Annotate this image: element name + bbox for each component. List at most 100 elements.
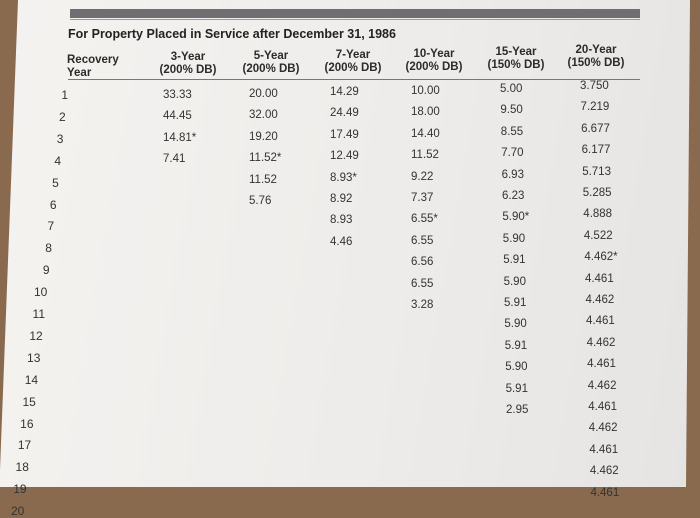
header-3yr: 3-Year (200% DB)	[150, 51, 226, 77]
table-cell-7yr: 4.46	[330, 235, 353, 248]
table-cell-10yr: 6.55	[411, 277, 434, 290]
table-cell-15yr: 5.90	[502, 232, 526, 245]
row-number: 15	[22, 394, 36, 409]
row-number: 1	[61, 88, 68, 102]
header-line: 5-Year	[253, 50, 289, 62]
table-cell-15yr: 5.90	[505, 361, 528, 374]
table-cell-3yr: 33.33	[163, 89, 192, 101]
table-cell-20yr: 4.461	[587, 358, 616, 371]
table-cell-15yr: 7.70	[501, 147, 524, 160]
table-title: For Property Placed in Service after Dec…	[68, 27, 396, 41]
header-line: 15-Year	[495, 46, 537, 58]
table-cell-20yr: 4.462	[585, 294, 615, 306]
table-cell-10yr: 11.52	[411, 149, 439, 162]
table-cell-20yr: 5.285	[582, 187, 612, 199]
table-cell-20yr: 3.750	[580, 80, 609, 92]
table-cell-7yr: 14.29	[330, 86, 359, 98]
table-cell-7yr: 24.49	[330, 107, 359, 120]
table-cell-5yr: 5.76	[249, 195, 272, 207]
row-number: 10	[33, 285, 48, 300]
table-cell-20yr: 4.461	[584, 272, 614, 285]
table-cell-10yr: 3.28	[411, 299, 434, 311]
table-cell-10yr: 6.56	[411, 256, 434, 269]
table-cell-10yr: 6.55	[411, 234, 434, 247]
table-cell-20yr: 4.522	[583, 229, 613, 242]
table-cell-15yr: 5.90*	[502, 211, 530, 224]
row-number: 6	[49, 197, 57, 212]
table-cell-10yr: 6.55*	[411, 213, 438, 226]
table-cell-5yr: 20.00	[249, 88, 278, 100]
header-line: 7-Year	[335, 49, 371, 61]
table-cell-20yr: 4.462	[586, 336, 616, 349]
header-line: 20-Year	[575, 44, 617, 56]
row-number: 18	[15, 460, 29, 475]
table-cell-5yr: 11.52	[249, 173, 277, 186]
row-number: 5	[52, 175, 59, 190]
row-number: 9	[42, 263, 50, 278]
row-number: 17	[17, 438, 32, 453]
table-cell-7yr: 17.49	[330, 128, 359, 141]
table-cell-20yr: 4.461	[590, 486, 620, 499]
table-cell-15yr: 2.95	[506, 404, 529, 416]
table-cell-20yr: 5.713	[582, 165, 611, 178]
table-cell-3yr: 14.81*	[163, 131, 197, 144]
table-cell-15yr: 5.91	[504, 339, 528, 352]
table-cell-10yr: 18.00	[411, 106, 440, 119]
header-line: (200% DB)	[405, 61, 463, 73]
table-cell-7yr: 8.92	[330, 193, 353, 205]
header-5yr: 5-Year (200% DB)	[233, 50, 309, 76]
row-number: 14	[24, 372, 39, 387]
table-cell-5yr: 19.20	[249, 130, 278, 143]
table-cell-20yr: 6.677	[581, 122, 610, 135]
header-line: Year	[67, 67, 92, 79]
document-page	[0, 0, 690, 487]
header-7yr: 7-Year (200% DB)	[314, 49, 392, 75]
table-cell-20yr: 4.461	[589, 443, 619, 456]
table-cell-3yr: 7.41	[163, 153, 186, 166]
header-20yr: 20-Year (150% DB)	[558, 44, 634, 70]
table-cell-20yr: 4.462*	[584, 251, 618, 264]
header-10yr: 10-Year (200% DB)	[396, 48, 472, 74]
row-number: 12	[29, 328, 43, 343]
table-cell-15yr: 5.91	[505, 382, 528, 395]
header-line: (150% DB)	[487, 59, 545, 71]
table-cell-20yr: 4.461	[588, 401, 618, 413]
table-cell-15yr: 6.23	[502, 190, 525, 202]
table-cell-10yr: 9.22	[411, 170, 434, 183]
header-line: 3-Year	[170, 51, 206, 63]
row-number: 16	[20, 416, 34, 431]
table-cell-15yr: 5.91	[503, 254, 526, 267]
header-line: Recovery	[67, 54, 119, 66]
table-cell-10yr: 14.40	[411, 127, 440, 140]
row-number: 11	[32, 307, 45, 321]
table-cell-7yr: 8.93*	[330, 171, 357, 184]
table-cell-20yr: 4.462	[588, 422, 618, 435]
header-line: (200% DB)	[159, 64, 217, 76]
row-number: 8	[45, 241, 52, 256]
row-number: 4	[54, 153, 62, 168]
table-cell-15yr: 5.90	[503, 275, 526, 288]
table-cell-7yr: 12.49	[330, 150, 359, 163]
table-cell-10yr: 7.37	[411, 192, 434, 204]
row-number: 7	[47, 219, 55, 234]
table-cell-5yr: 32.00	[249, 109, 278, 122]
header-line: (200% DB)	[324, 62, 382, 74]
header-15yr: 15-Year (150% DB)	[478, 46, 554, 72]
table-cell-15yr: 5.90	[504, 318, 527, 331]
row-number: 13	[27, 350, 41, 365]
header-line: (200% DB)	[242, 63, 300, 75]
table-cell-15yr: 8.55	[500, 125, 524, 138]
table-cell-10yr: 10.00	[411, 85, 440, 97]
table-cell-20yr: 4.461	[586, 315, 615, 328]
table-cell-20yr: 6.177	[581, 144, 611, 157]
row-number: 3	[56, 131, 64, 146]
header-rule	[68, 79, 640, 80]
table-cell-15yr: 9.50	[500, 104, 523, 117]
table-cell-5yr: 11.52*	[249, 152, 282, 165]
table-cell-20yr: 4.462	[587, 379, 617, 392]
table-cell-20yr: 4.462	[589, 465, 619, 478]
header-line: 10-Year	[413, 48, 455, 60]
table-cell-3yr: 44.45	[163, 110, 192, 123]
table-cell-20yr: 4.888	[583, 208, 613, 221]
table-cell-7yr: 8.93	[330, 214, 353, 227]
